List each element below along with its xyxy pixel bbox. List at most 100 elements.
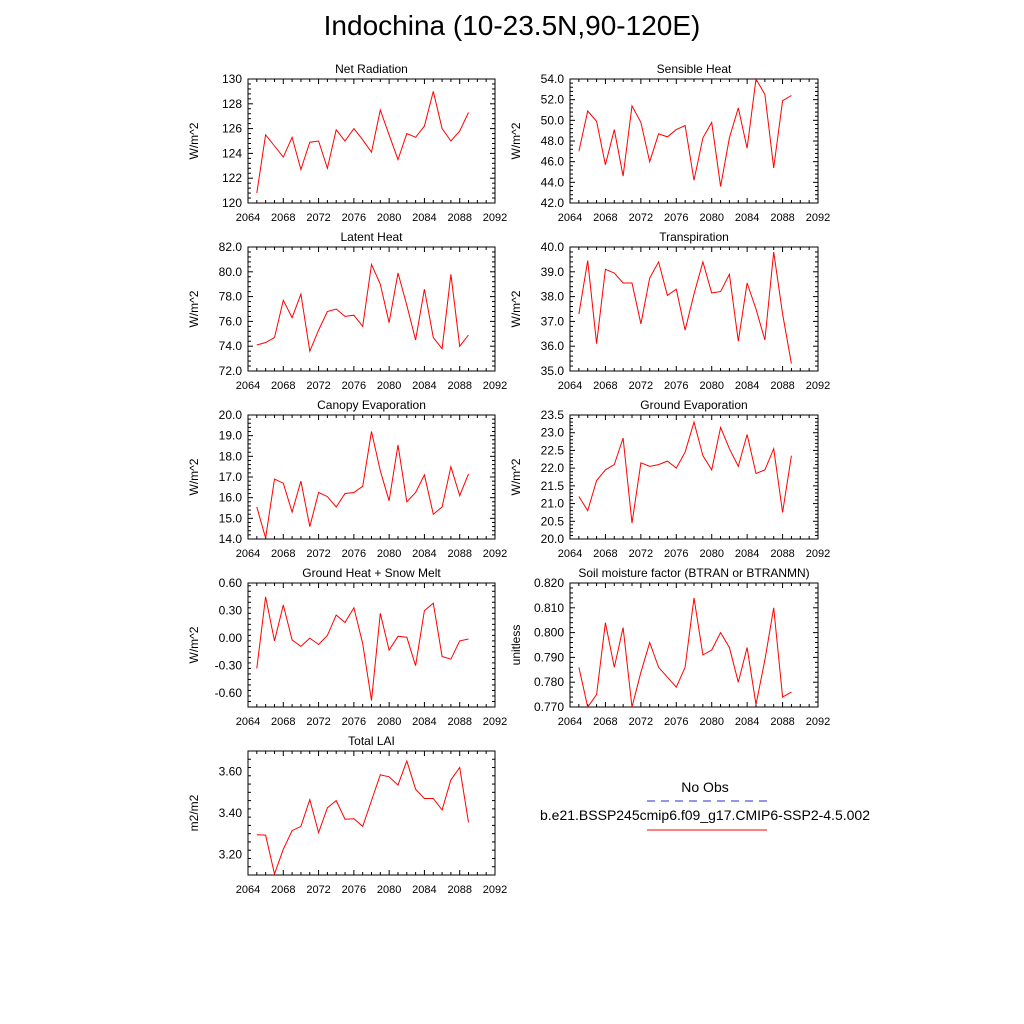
legend-run-label: b.e21.BSSP245cmip6.f09_g17.CMIP6-SSP2-4.… bbox=[540, 807, 870, 823]
legend-obs-label: No Obs bbox=[681, 779, 729, 795]
y-tick-label: -0.60 bbox=[215, 686, 243, 700]
y-tick-label: 54.0 bbox=[541, 72, 565, 86]
x-tick-label: 2088 bbox=[447, 716, 471, 728]
panel-title: Total LAI bbox=[348, 734, 395, 748]
x-tick-label: 2084 bbox=[412, 716, 436, 728]
x-tick-label: 2080 bbox=[377, 212, 401, 224]
y-tick-label: 15.0 bbox=[219, 511, 243, 525]
y-axis-label: m2/m2 bbox=[187, 794, 201, 831]
panel-title: Net Radiation bbox=[335, 62, 408, 76]
y-tick-label: 3.40 bbox=[219, 806, 243, 820]
y-axis-label: W/m^2 bbox=[509, 290, 523, 327]
y-tick-label: 3.60 bbox=[219, 765, 243, 779]
series-line bbox=[256, 431, 469, 539]
series-line bbox=[578, 77, 792, 187]
panel-title: Latent Heat bbox=[340, 230, 403, 244]
x-tick-label: 2072 bbox=[306, 884, 330, 896]
y-axis-label: W/m^2 bbox=[187, 458, 201, 495]
y-tick-label: 126 bbox=[222, 122, 242, 136]
x-tick-label: 2076 bbox=[342, 716, 366, 728]
y-tick-label: 0.770 bbox=[534, 700, 564, 714]
x-tick-label: 2080 bbox=[699, 380, 723, 392]
chart-panel: Soil moisture factor (BTRAN or BTRANMN) u… bbox=[509, 566, 830, 728]
y-tick-label: 0.30 bbox=[219, 604, 243, 618]
x-tick-label: 2084 bbox=[735, 716, 759, 728]
y-axis-label: W/m^2 bbox=[509, 458, 523, 495]
x-tick-label: 2092 bbox=[806, 716, 830, 728]
y-tick-label: 23.5 bbox=[541, 408, 565, 422]
chart-panel: Canopy Evaporation W/m^2 2064 2068 2072 2076 2… bbox=[187, 398, 507, 560]
x-tick-label: 2072 bbox=[629, 548, 653, 560]
y-tick-label: 124 bbox=[222, 146, 242, 160]
x-tick-label: 2076 bbox=[664, 716, 688, 728]
x-tick-label: 2092 bbox=[483, 716, 507, 728]
x-tick-label: 2088 bbox=[770, 548, 794, 560]
y-tick-label: 20.0 bbox=[541, 532, 565, 546]
plot-frame bbox=[247, 78, 496, 204]
x-tick-label: 2088 bbox=[770, 212, 794, 224]
x-tick-label: 2080 bbox=[699, 548, 723, 560]
x-tick-label: 2068 bbox=[271, 716, 295, 728]
chart-panel: Ground Evaporation W/m^2 2064 2068 2072 2076 2… bbox=[509, 398, 830, 560]
y-tick-label: 16.0 bbox=[219, 491, 243, 505]
x-tick-label: 2064 bbox=[236, 212, 260, 224]
x-tick-label: 2092 bbox=[806, 212, 830, 224]
y-tick-label: 14.0 bbox=[219, 532, 243, 546]
y-tick-label: 0.820 bbox=[534, 576, 564, 590]
x-tick-label: 2088 bbox=[447, 212, 471, 224]
series-line bbox=[578, 251, 792, 364]
y-tick-label: 78.0 bbox=[219, 290, 243, 304]
x-tick-label: 2084 bbox=[735, 212, 759, 224]
x-tick-label: 2084 bbox=[412, 380, 436, 392]
x-tick-label: 2084 bbox=[412, 212, 436, 224]
x-tick-label: 2080 bbox=[699, 212, 723, 224]
x-tick-label: 2080 bbox=[699, 716, 723, 728]
y-tick-label: 130 bbox=[222, 72, 242, 86]
x-tick-label: 2068 bbox=[593, 548, 617, 560]
x-tick-label: 2084 bbox=[412, 884, 436, 896]
y-tick-label: 21.5 bbox=[541, 479, 565, 493]
y-tick-label: -0.30 bbox=[215, 659, 243, 673]
y-tick-label: 36.0 bbox=[541, 339, 565, 353]
y-tick-label: 80.0 bbox=[219, 265, 243, 279]
x-tick-label: 2092 bbox=[806, 548, 830, 560]
y-tick-label: 40.0 bbox=[541, 240, 565, 254]
y-tick-label: 82.0 bbox=[219, 240, 243, 254]
y-tick-label: 52.0 bbox=[541, 93, 565, 107]
y-tick-label: 0.00 bbox=[219, 631, 243, 645]
x-tick-label: 2064 bbox=[558, 716, 582, 728]
x-tick-label: 2072 bbox=[306, 212, 330, 224]
y-tick-label: 122 bbox=[222, 171, 242, 185]
x-tick-label: 2080 bbox=[377, 716, 401, 728]
x-tick-label: 2092 bbox=[483, 212, 507, 224]
x-tick-label: 2072 bbox=[306, 548, 330, 560]
x-tick-label: 2084 bbox=[735, 548, 759, 560]
x-tick-label: 2064 bbox=[558, 380, 582, 392]
x-tick-label: 2072 bbox=[629, 380, 653, 392]
x-tick-label: 2064 bbox=[236, 884, 260, 896]
x-tick-label: 2072 bbox=[629, 212, 653, 224]
y-tick-label: 120 bbox=[222, 196, 242, 210]
y-tick-label: 0.800 bbox=[534, 626, 564, 640]
x-tick-label: 2072 bbox=[306, 380, 330, 392]
x-tick-label: 2076 bbox=[664, 380, 688, 392]
y-tick-label: 38.0 bbox=[541, 290, 565, 304]
y-tick-label: 76.0 bbox=[219, 314, 243, 328]
x-tick-label: 2068 bbox=[271, 884, 295, 896]
y-tick-label: 23.0 bbox=[541, 426, 565, 440]
x-tick-label: 2092 bbox=[483, 548, 507, 560]
plot-frame bbox=[569, 246, 819, 372]
plot-frame bbox=[569, 78, 819, 204]
panel-title: Soil moisture factor (BTRAN or BTRANMN) bbox=[578, 566, 809, 580]
chart-panel: Total LAI m2/m2 2064 2068 2072 2076 2080 2084 20… bbox=[187, 734, 507, 896]
x-tick-label: 2068 bbox=[593, 716, 617, 728]
x-tick-label: 2092 bbox=[806, 380, 830, 392]
x-tick-label: 2088 bbox=[447, 380, 471, 392]
x-tick-label: 2080 bbox=[377, 884, 401, 896]
x-tick-label: 2068 bbox=[271, 548, 295, 560]
x-tick-label: 2068 bbox=[271, 212, 295, 224]
y-tick-label: 0.790 bbox=[534, 650, 564, 664]
panel-title: Transpiration bbox=[659, 230, 729, 244]
panel-title: Ground Evaporation bbox=[640, 398, 747, 412]
